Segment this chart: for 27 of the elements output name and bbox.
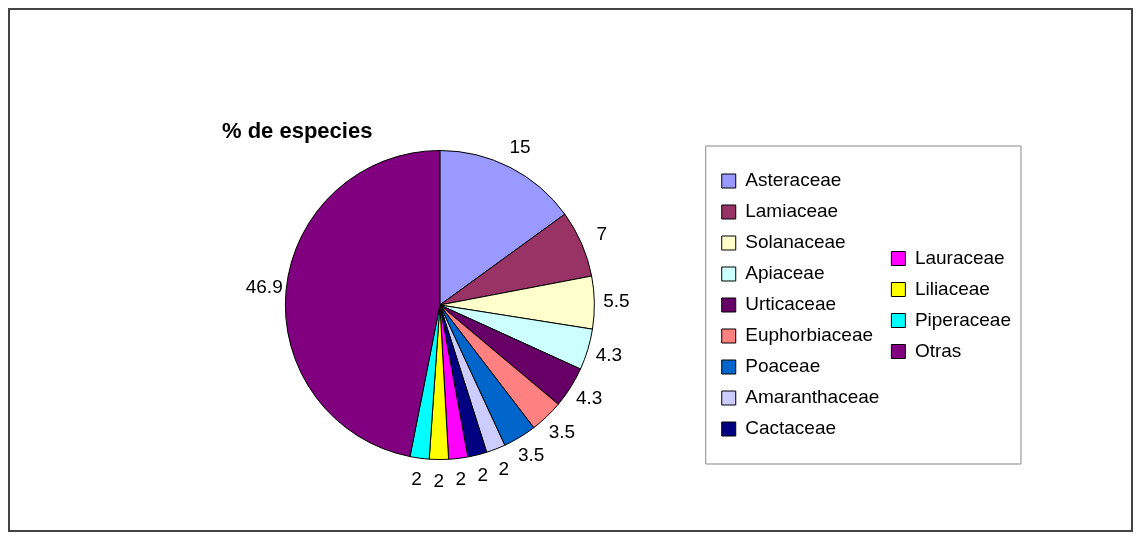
legend-label: Euphorbiaceae [745, 324, 874, 346]
data-label: 5.5 [603, 290, 630, 312]
legend-label: Lauraceae [914, 246, 1005, 268]
data-label: 3.5 [548, 420, 576, 442]
data-label: 7 [596, 223, 608, 245]
chart-title: % de especies [222, 118, 373, 144]
legend-label: Apiaceae [745, 262, 825, 284]
legend-label: Lamiaceae [745, 200, 839, 222]
data-label: 2 [455, 468, 467, 490]
data-label: 4.3 [595, 344, 623, 366]
legend-label: Liliaceae [914, 277, 990, 299]
legend-label: Solanaceae [745, 231, 846, 253]
data-label: 2 [411, 468, 422, 490]
legend-label: Poaceae [745, 355, 821, 377]
data-label: 3.5 [517, 444, 545, 466]
data-label: 2 [477, 464, 488, 486]
data-label: 2 [433, 469, 445, 491]
data-label: 15 [509, 135, 531, 157]
data-label: 4.3 [575, 387, 603, 409]
legend-label: Cactaceae [745, 417, 837, 439]
data-label: 2 [498, 457, 510, 479]
legend-label: Urticaceae [745, 293, 837, 315]
legend-label: Asteraceae [745, 169, 842, 191]
legend-label: Amaranthaceae [745, 386, 880, 408]
legend-label: Piperaceae [914, 308, 1011, 330]
legend-label: Otras [914, 339, 962, 361]
data-label: 46.9 [245, 276, 283, 298]
